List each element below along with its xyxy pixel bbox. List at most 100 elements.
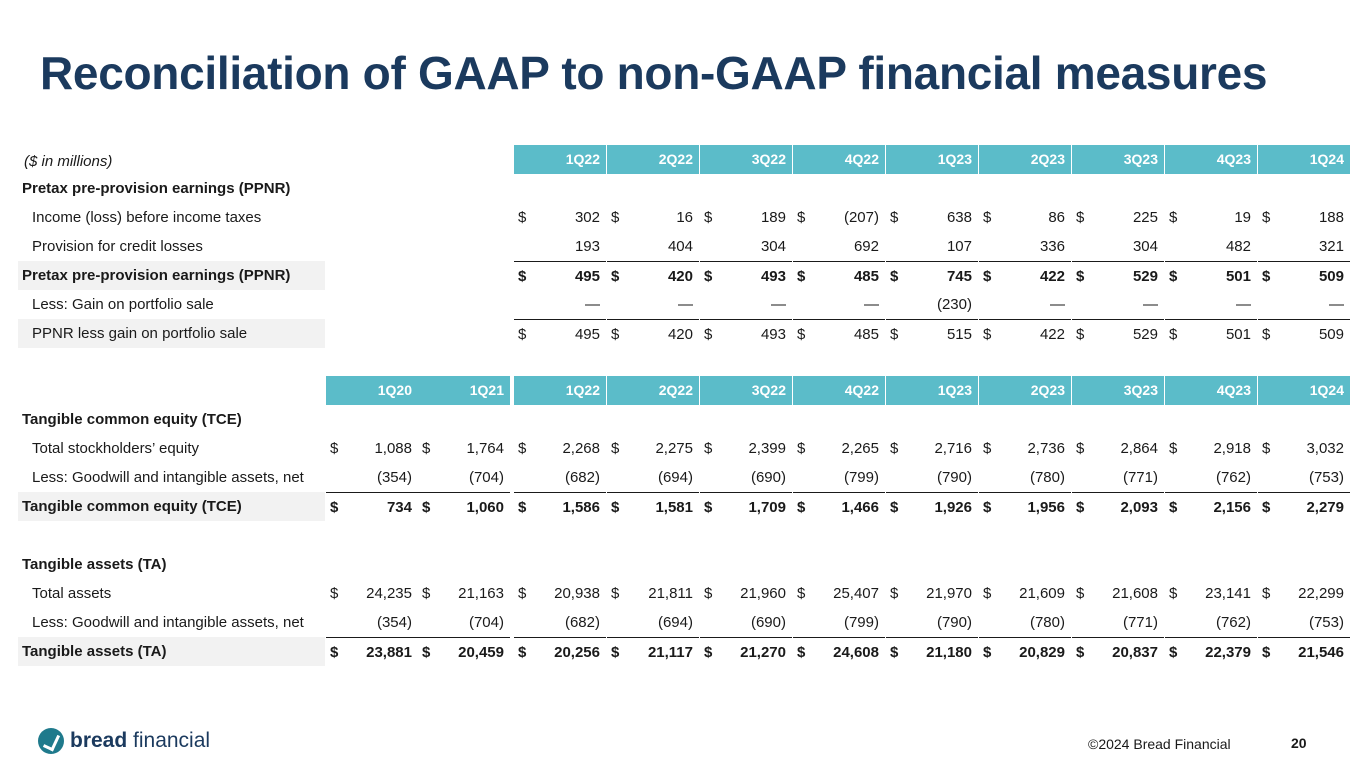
value-cell: $2,275 (607, 434, 699, 463)
value-cell: $24,608 (793, 637, 885, 666)
value-cell: (694) (607, 463, 699, 492)
cell-value: (694) (657, 614, 693, 631)
cell-value: 321 (1318, 238, 1344, 255)
cell-value: (790) (936, 469, 972, 486)
value-cell: $2,156 (1165, 492, 1257, 521)
currency-symbol: $ (983, 644, 992, 661)
value-cell: $22,299 (1258, 579, 1350, 608)
value-cell: $1,926 (886, 492, 978, 521)
currency-symbol: $ (983, 440, 992, 457)
cell-value: 20,938 (554, 585, 600, 602)
value-cell: (762) (1165, 463, 1257, 492)
spacer-row (18, 521, 1350, 550)
value-cell: 404 (607, 232, 699, 261)
cell-value: 482 (1225, 238, 1251, 255)
cell-value: 692 (853, 238, 879, 255)
cell-value: — (1143, 296, 1158, 313)
cell-value: (799) (843, 469, 879, 486)
ppnr-table: 1Q22 2Q22 3Q22 4Q22 1Q23 2Q23 3Q23 4Q23 1Q24 ($ i… (18, 145, 1350, 348)
cell-value: 1,466 (841, 499, 879, 516)
cell-value: 485 (853, 268, 879, 285)
value-cell: (753) (1258, 463, 1350, 492)
cell-value: 495 (574, 326, 600, 343)
value-cell: (799) (793, 608, 885, 637)
cell-value: 2,399 (748, 440, 786, 457)
cell-value: 734 (386, 499, 412, 516)
value-cell: $493 (700, 319, 792, 348)
cell-value: 189 (760, 209, 786, 226)
column-header: 1Q23 (886, 145, 978, 174)
currency-symbol: $ (611, 644, 620, 661)
cell-value: (694) (657, 469, 693, 486)
value-cell: 304 (700, 232, 792, 261)
value-cell: $21,970 (886, 579, 978, 608)
currency-symbol: $ (1169, 644, 1178, 661)
value-cell: $501 (1165, 319, 1257, 348)
value-cell: (753) (1258, 608, 1350, 637)
column-header: 3Q23 (1072, 145, 1164, 174)
value-cell: $485 (793, 319, 885, 348)
value-cell: (354) (326, 463, 418, 492)
value-cell: $22,379 (1165, 637, 1257, 666)
value-cell: $20,938 (514, 579, 606, 608)
currency-symbol: $ (422, 585, 431, 602)
value-cell: (790) (886, 463, 978, 492)
currency-symbol: $ (611, 499, 620, 516)
value-cell: — (979, 290, 1071, 319)
cell-value: 529 (1132, 326, 1158, 343)
value-cell: $493 (700, 261, 792, 290)
cell-value: (354) (376, 614, 412, 631)
cell-value: 21,811 (648, 585, 693, 602)
cell-value: — (585, 296, 600, 313)
currency-symbol: $ (1076, 585, 1085, 602)
cell-value: 420 (667, 268, 693, 285)
currency-symbol: $ (1262, 585, 1271, 602)
currency-symbol: $ (518, 268, 527, 285)
value-cell: $2,918 (1165, 434, 1257, 463)
cell-value: 304 (1132, 238, 1158, 255)
cell-value: 20,837 (1112, 644, 1158, 661)
value-cell: $422 (979, 319, 1071, 348)
value-cell: $1,709 (700, 492, 792, 521)
cell-value: 501 (1225, 268, 1251, 285)
cell-value: (230) (936, 296, 972, 313)
currency-symbol: $ (1262, 499, 1271, 516)
cell-value: (780) (1029, 614, 1065, 631)
cell-value: 509 (1318, 268, 1344, 285)
cell-value: 1,060 (466, 499, 504, 516)
value-cell: $2,864 (1072, 434, 1164, 463)
value-cell: (682) (514, 463, 606, 492)
table-row: Total stockholders’ equity $1,088 $1,764 $2… (18, 434, 1350, 463)
cell-value: — (1050, 296, 1065, 313)
cell-value: 2,275 (655, 440, 693, 457)
section-title: Tangible common equity (TCE) (18, 405, 1350, 434)
cell-value: 501 (1225, 326, 1251, 343)
cell-value: (207) (843, 209, 879, 226)
currency-symbol: $ (983, 268, 992, 285)
column-header: 1Q24 (1258, 376, 1350, 405)
table-row: Less: Gain on portfolio sale — — — — (230) — — —… (18, 290, 1350, 319)
value-cell: $2,279 (1258, 492, 1350, 521)
header-row: 1Q22 2Q22 3Q22 4Q22 1Q23 2Q23 3Q23 4Q23 1Q24 ($ i… (18, 145, 1350, 174)
cell-value: 86 (1048, 209, 1065, 226)
column-header: 1Q21 (418, 376, 510, 405)
row-label: PPNR less gain on portfolio sale (18, 319, 325, 348)
currency-symbol: $ (1169, 440, 1178, 457)
currency-symbol: $ (983, 499, 992, 516)
value-cell: — (700, 290, 792, 319)
value-cell: $515 (886, 319, 978, 348)
value-cell: $189 (700, 203, 792, 232)
section-title: Tangible assets (TA) (18, 550, 1350, 579)
value-cell: $3,032 (1258, 434, 1350, 463)
cell-value: 422 (1039, 268, 1065, 285)
value-cell: $1,060 (418, 492, 510, 521)
table-row: Pretax pre-provision earnings (PPNR) $495… (18, 261, 1350, 290)
value-cell: $21,811 (607, 579, 699, 608)
cell-value: 2,279 (1306, 499, 1344, 516)
value-cell: $422 (979, 261, 1071, 290)
value-cell: $ (207) (793, 203, 885, 232)
value-cell: (790) (886, 608, 978, 637)
table-row: Provision for credit losses 193 404 304 692 1… (18, 232, 1350, 261)
value-cell: $420 (607, 319, 699, 348)
table-row: Less: Goodwill and intangible assets, ne… (18, 463, 1350, 492)
